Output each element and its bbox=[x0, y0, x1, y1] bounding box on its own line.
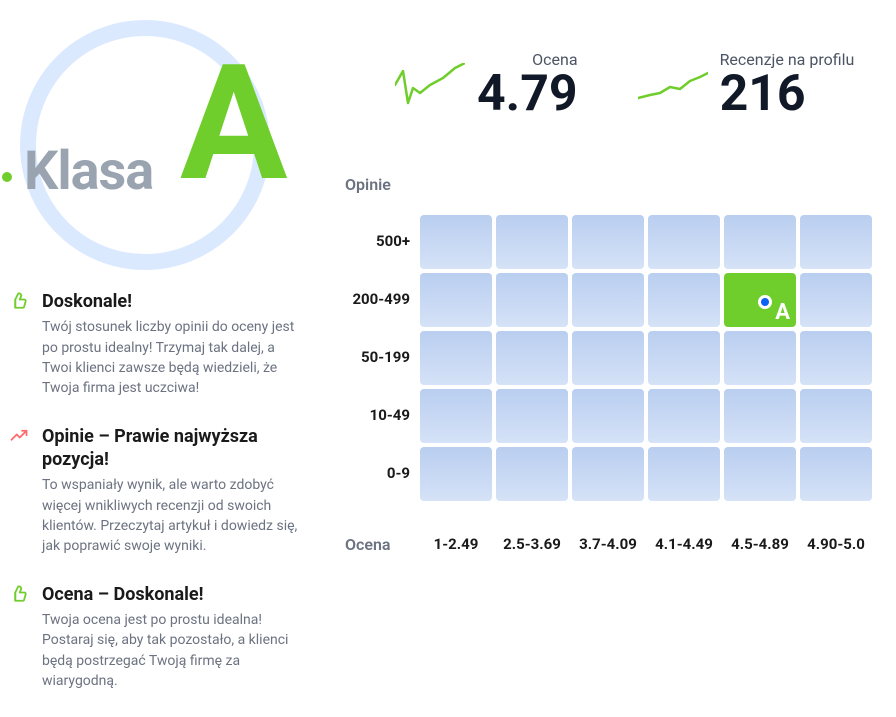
feedback-item: Ocena – Doskonale! Twoja ocena jest po pr… bbox=[10, 583, 300, 692]
accent-dot bbox=[2, 172, 12, 182]
heatmap-cell bbox=[572, 331, 644, 385]
heatmap-ylabel: 500+ bbox=[335, 232, 410, 250]
sparkline-recenzje bbox=[638, 63, 708, 113]
heatmap-cell bbox=[572, 273, 644, 327]
heatmap-cell bbox=[800, 447, 872, 501]
heatmap-cell bbox=[496, 273, 568, 327]
heatmap-ylabel: 50-199 bbox=[335, 348, 410, 366]
heatmap-ylabel: 200-499 bbox=[335, 290, 410, 308]
trend-up-icon bbox=[10, 427, 28, 557]
feedback-title: Doskonale! bbox=[42, 290, 300, 313]
heatmap-cell bbox=[496, 331, 568, 385]
heatmap-cell bbox=[648, 331, 720, 385]
heatmap-cell bbox=[724, 389, 796, 443]
heatmap-ylabel: 0-9 bbox=[335, 464, 410, 482]
heatmap-cell-letter: A bbox=[775, 300, 790, 325]
heatmap-cell bbox=[724, 331, 796, 385]
heatmap-cell bbox=[724, 215, 796, 269]
heatmap-cell bbox=[572, 447, 644, 501]
heatmap-cell bbox=[800, 273, 872, 327]
heatmap-cell bbox=[648, 447, 720, 501]
thumb-up-icon bbox=[10, 585, 28, 692]
heatmap-cell-highlight: A bbox=[724, 273, 796, 327]
heatmap-cell bbox=[648, 389, 720, 443]
heatmap-cell bbox=[724, 447, 796, 501]
thumb-up-icon bbox=[10, 292, 28, 399]
sparkline-ocena bbox=[395, 63, 465, 113]
heatmap-cell bbox=[572, 389, 644, 443]
heatmap-marker bbox=[758, 295, 772, 309]
heatmap-cell bbox=[648, 215, 720, 269]
heatmap-ylabel: 10-49 bbox=[335, 406, 410, 424]
klasa-label: Klasa bbox=[24, 140, 153, 203]
axis-y-title: Opinie bbox=[345, 175, 391, 194]
feedback-item: Doskonale! Twój stosunek liczby opinii do… bbox=[10, 290, 300, 399]
klasa-badge: Klasa A bbox=[0, 0, 300, 280]
heatmap-cell bbox=[648, 273, 720, 327]
axis-x-title: Ocena bbox=[345, 535, 391, 554]
feedback-title: Ocena – Doskonale! bbox=[42, 583, 300, 606]
left-panel: Klasa A Doskonale!Twój stosunek liczby o… bbox=[0, 0, 310, 280]
feedback-title: Opinie – Prawie najwyższa pozycja! bbox=[42, 425, 300, 472]
metric-ocena: Ocena 4.79 bbox=[395, 50, 578, 119]
heatmap-cell bbox=[496, 389, 568, 443]
metric-ocena-value: 4.79 bbox=[477, 69, 578, 119]
feedback-body: To wspaniały wynik, ale warto zdobyć wię… bbox=[42, 475, 300, 556]
metric-recenzje-value: 216 bbox=[720, 69, 855, 119]
heatmap-xlabel: 3.7-4.09 bbox=[572, 535, 644, 553]
heatmap-xlabel: 1-2.49 bbox=[420, 535, 492, 553]
heatmap-xlabel: 4.1-4.49 bbox=[648, 535, 720, 553]
heatmap-cell bbox=[496, 215, 568, 269]
heatmap-xlabel: 2.5-3.69 bbox=[496, 535, 568, 553]
heatmap-cell bbox=[420, 273, 492, 327]
feedback-body: Twój stosunek liczby opinii do oceny jes… bbox=[42, 317, 300, 398]
metric-recenzje: Recenzje na profilu 216 bbox=[638, 50, 855, 119]
heatmap-xlabel: 4.5-4.89 bbox=[724, 535, 796, 553]
heatmap-cell bbox=[420, 389, 492, 443]
heatmap-cell bbox=[800, 215, 872, 269]
heatmap-cell bbox=[800, 389, 872, 443]
heatmap-cell bbox=[800, 331, 872, 385]
heatmap-cell bbox=[572, 215, 644, 269]
feedback-body: Twoja ocena jest po prostu idealna! Post… bbox=[42, 610, 300, 691]
heatmap-xlabel: 4.90-5.0 bbox=[800, 535, 872, 553]
right-panel: Ocena 4.79 Recenzje na profilu 216 bbox=[335, 0, 895, 119]
klasa-letter: A bbox=[180, 45, 288, 205]
metrics-row: Ocena 4.79 Recenzje na profilu 216 bbox=[335, 0, 895, 119]
heatmap-cell bbox=[420, 447, 492, 501]
heatmap-cell bbox=[420, 215, 492, 269]
heatmap-cell bbox=[420, 331, 492, 385]
heatmap-cell bbox=[496, 447, 568, 501]
feedback-item: Opinie – Prawie najwyższa pozycja!To wsp… bbox=[10, 425, 300, 557]
feedback-list: Doskonale! Twój stosunek liczby opinii do… bbox=[10, 290, 300, 717]
